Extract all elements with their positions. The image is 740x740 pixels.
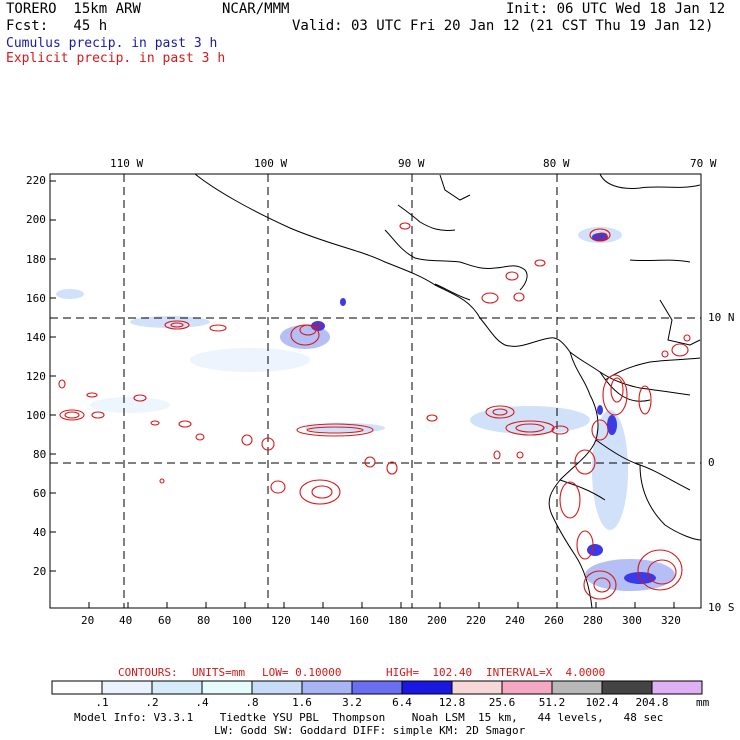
colorbar-label: .4 (195, 696, 209, 709)
lon-label-110w: 110 W (110, 157, 144, 170)
lon-label-100w: 100 W (254, 157, 288, 170)
org-label: NCAR/MMM (222, 1, 290, 17)
y-tick-160: 160 (26, 292, 46, 305)
coastlines (194, 173, 702, 609)
lon-label-70w: 70 W (690, 157, 717, 170)
colorbar-bin-7 (401, 680, 453, 695)
x-tick-160: 160 (349, 614, 369, 627)
colorbar-bin-6 (351, 680, 403, 695)
y-tick-40: 40 (33, 526, 47, 539)
colorbar-bin-10 (551, 680, 603, 695)
colorbar-bin-0 (51, 680, 103, 695)
y-tick-220: 220 (26, 174, 46, 187)
cumulus-precip-label: Cumulus precip. in past 3 h (6, 36, 218, 51)
y-tick-140: 140 (26, 331, 46, 344)
colorbar-label: 6.4 (392, 696, 412, 709)
x-tick-60: 60 (158, 614, 172, 627)
lon-label-80w: 80 W (543, 157, 570, 170)
x-tick-40: 40 (119, 614, 133, 627)
colorbar-label: 51.2 (538, 696, 566, 709)
x-tick-300: 300 (622, 614, 642, 627)
colorbar-bin-1 (101, 680, 153, 695)
colorbar-label: 102.4 (585, 696, 619, 709)
colorbar-bin-3 (201, 680, 253, 695)
forecast-hour: Fcst: 45 h (6, 18, 108, 34)
x-tick-220: 220 (466, 614, 486, 627)
lon-label-90w: 90 W (398, 157, 425, 170)
colorbar-label: .1 (95, 696, 109, 709)
colorbar-label: .8 (245, 696, 259, 709)
contours-units: UNITS=mm (192, 666, 245, 679)
y-tick-200: 200 (26, 213, 46, 226)
graticule (50, 174, 701, 608)
colorbar-units: mm (696, 696, 710, 709)
x-tick-180: 180 (388, 614, 408, 627)
y-tick-60: 60 (33, 487, 47, 500)
x-tick-240: 240 (505, 614, 525, 627)
x-tick-80: 80 (197, 614, 211, 627)
colorbar-bin-12 (651, 680, 703, 695)
explicit-precip-label: Explicit precip. in past 3 h (6, 51, 226, 66)
y-tick-80: 80 (33, 448, 47, 461)
lat-label-10s: 10 S (708, 601, 735, 614)
contours-label: CONTOURS: (118, 666, 178, 679)
physics-info-line: LW: Godd SW: Goddard DIFF: simple KM: 2D… (214, 724, 526, 737)
colorbar-bin-4 (251, 680, 303, 695)
lat-label-0: 0 (708, 456, 715, 469)
y-tick-20: 20 (33, 565, 47, 578)
colorbar-label: 25.6 (488, 696, 516, 709)
model-title: TORERO 15km ARW (6, 1, 141, 17)
colorbar-label: 1.6 (292, 696, 312, 709)
cumulus-precip-shading (56, 227, 675, 591)
colorbar-label: 204.8 (635, 696, 669, 709)
x-tick-20: 20 (81, 614, 95, 627)
x-tick-280: 280 (583, 614, 603, 627)
x-tick-320: 320 (661, 614, 681, 627)
colorbar-bin-11 (601, 680, 653, 695)
colorbar-label: .2 (145, 696, 159, 709)
y-tick-100: 100 (26, 409, 46, 422)
colorbar-bin-8 (451, 680, 503, 695)
colorbar-label: 3.2 (342, 696, 362, 709)
colorbar-bin-9 (501, 680, 553, 695)
cumulus-precip-intense (311, 233, 656, 584)
valid-time: Valid: 03 UTC Fri 20 Jan 12 (21 CST Thu … (292, 18, 714, 34)
axis-ticks (50, 180, 675, 608)
colorbar-bin-2 (151, 680, 203, 695)
model-info-line: Model Info: V3.3.1 Tiedtke YSU PBL Thomp… (74, 711, 664, 724)
explicit-precip-contours (58, 222, 691, 600)
init-time: Init: 06 UTC Wed 18 Jan 12 (506, 1, 726, 17)
x-tick-260: 260 (544, 614, 564, 627)
x-tick-200: 200 (427, 614, 447, 627)
x-tick-140: 140 (310, 614, 330, 627)
colorbar-label: 12.8 (438, 696, 466, 709)
y-tick-120: 120 (26, 370, 46, 383)
contours-interval: INTERVAL=X 4.0000 (486, 666, 606, 679)
colorbar (51, 680, 703, 695)
contours-high: HIGH= 102.40 (386, 666, 473, 679)
colorbar-bin-5 (301, 680, 353, 695)
map-frame (49, 173, 702, 609)
contours-low: LOW= 0.10000 (262, 666, 342, 679)
x-tick-100: 100 (232, 614, 252, 627)
x-tick-120: 120 (271, 614, 291, 627)
y-tick-180: 180 (26, 253, 46, 266)
lat-label-10n: 10 N (708, 311, 735, 324)
